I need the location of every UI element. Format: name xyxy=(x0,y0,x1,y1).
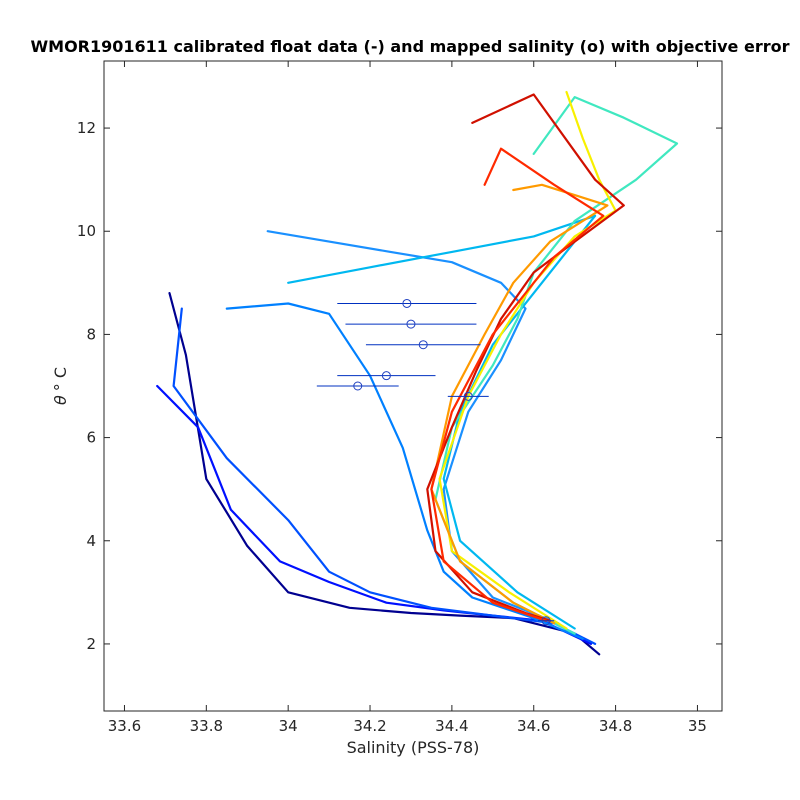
mapped-point-3 xyxy=(418,340,428,350)
mapped-point-7 xyxy=(541,616,551,626)
series-line-3 xyxy=(172,307,597,646)
x-tick-label-4: 34.2 xyxy=(353,717,386,735)
x-tick-label-3: 34 xyxy=(279,717,298,735)
y-axis-label: θ ° C xyxy=(51,367,70,405)
mapped-point-6 xyxy=(463,391,473,401)
y-axis-symbol: θ xyxy=(51,395,70,405)
x-tick-label-5: 34.4 xyxy=(435,717,468,735)
x-tick-label-2: 33.8 xyxy=(190,717,223,735)
y-tick-label-5: 10 xyxy=(77,222,96,240)
x-tick-label-1: 33.6 xyxy=(108,717,141,735)
y-tick-label-6: 12 xyxy=(77,119,96,137)
x-axis-label: Salinity (PSS-78) xyxy=(347,738,480,757)
series-layer xyxy=(156,90,679,656)
y-tick-label-4: 8 xyxy=(86,325,96,343)
series-line-8 xyxy=(438,90,617,630)
axes-layer: 33.6 33.8 34 34.2 34.4 34.6 34.8 35 2 4 6 8 10 12 xyxy=(77,61,722,735)
series-line-10 xyxy=(426,93,625,622)
mapped-salinity-layer xyxy=(316,298,555,626)
x-tick-label-6: 34.6 xyxy=(517,717,550,735)
mapped-point-5 xyxy=(353,381,363,391)
series-line-4 xyxy=(225,302,584,640)
y-tick-label-1: 2 xyxy=(86,635,96,653)
series-line-6 xyxy=(287,214,597,630)
plot-frame xyxy=(103,60,723,712)
mapped-point-2 xyxy=(406,319,416,329)
y-tick-label-3: 6 xyxy=(86,429,96,447)
series-line-1 xyxy=(168,292,601,656)
chart-title: WMOR1901611 calibrated float data (-) an… xyxy=(31,37,790,56)
mapped-point-4 xyxy=(381,371,391,381)
x-tick-label-7: 34.8 xyxy=(599,717,632,735)
y-tick-label-2: 4 xyxy=(86,532,96,550)
mapped-point-1 xyxy=(402,298,412,308)
x-tick-label-8: 35 xyxy=(688,717,707,735)
series-line-11 xyxy=(430,147,605,622)
y-axis-unit: ° C xyxy=(51,367,70,391)
